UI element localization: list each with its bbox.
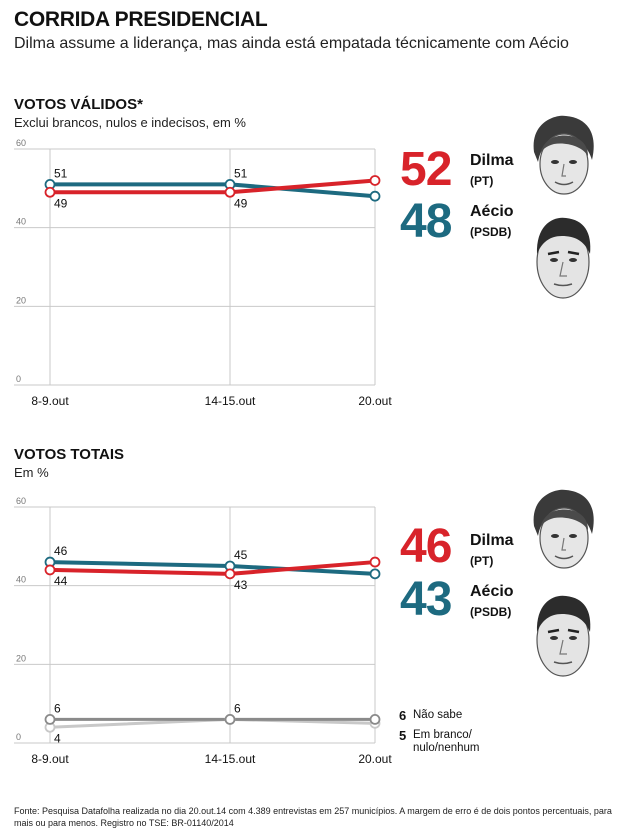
data-label-aecio: 45 (234, 548, 248, 562)
dilma-portrait-icon (533, 115, 594, 195)
chart1-aecio-value: 48 (400, 195, 452, 248)
y-tick-label: 20 (16, 653, 26, 663)
chart1-subtitle: Exclui brancos, nulos e indecisos, em % (14, 115, 246, 130)
chart1-dilma-party: (PT) (470, 174, 494, 188)
minor-branco-value: 5 (399, 728, 407, 743)
chart1-dilma-name: Dilma (470, 152, 514, 169)
y-tick-label: 40 (16, 575, 26, 585)
data-label-aecio: 51 (54, 166, 68, 180)
aecio-portrait-icon-2 (536, 595, 591, 677)
point-nao_sabe (369, 714, 381, 725)
x-tick-label: 8-9.out (31, 752, 69, 766)
chart2-aecio-name: Aécio (470, 583, 514, 600)
y-tick-label: 40 (16, 217, 26, 227)
chart1-dilma-value: 52 (400, 143, 452, 196)
data-label-dilma: 44 (54, 574, 68, 588)
chart1-aecio-party: (PSDB) (470, 225, 512, 239)
data-label-aecio: 46 (54, 544, 68, 558)
minor-nao-sabe-value: 6 (399, 708, 407, 723)
y-tick-label: 0 (16, 374, 21, 384)
data-label-nao_sabe: 6 (54, 701, 61, 715)
aecio-portrait-icon (536, 217, 591, 299)
x-tick-label: 20.out (358, 394, 392, 408)
dilma-portrait-icon-2 (533, 489, 594, 569)
page-title: CORRIDA PRESIDENCIAL (14, 8, 268, 31)
data-label-branco: 4 (54, 731, 61, 745)
y-tick-label: 0 (16, 732, 21, 742)
data-label-nao_sabe: 6 (234, 701, 241, 715)
point-dilma (44, 564, 56, 576)
y-tick-label: 20 (16, 295, 26, 305)
point-dilma (369, 175, 381, 186)
chart1-title: VOTOS VÁLIDOS* (14, 96, 143, 113)
x-tick-label: 14-15.out (205, 752, 256, 766)
chart2-subtitle: Em % (14, 465, 49, 480)
point-dilma (369, 556, 381, 568)
data-label-dilma: 43 (234, 578, 248, 592)
minor-branco-label: Em branco/ nulo/nenhum (413, 729, 480, 754)
chart-votos-totais: 0 20 40 60 8-9.out 14-15.out 20.out 44 43 46 45 6 6 4 (14, 496, 392, 766)
point-nao_sabe (224, 714, 236, 725)
source-note: Fonte: Pesquisa Datafolha realizada no d… (14, 806, 612, 828)
chart2-aecio-value: 43 (400, 573, 452, 626)
data-label-aecio: 51 (234, 166, 248, 180)
chart1-aecio-name: Aécio (470, 203, 514, 220)
chart2-aecio-party: (PSDB) (470, 605, 512, 619)
point-dilma (224, 186, 236, 198)
y-tick-label: 60 (16, 138, 26, 148)
data-label-dilma: 49 (234, 196, 248, 210)
chart2-title: VOTOS TOTAIS (14, 446, 125, 463)
chart-votos-validos: 0 20 40 60 8-9.out 14-15.out 20.out 49 49 51 51 (14, 138, 392, 408)
chart2-dilma-name: Dilma (470, 532, 514, 549)
chart2-dilma-value: 46 (400, 520, 452, 573)
point-aecio (369, 190, 381, 202)
x-tick-label: 14-15.out (205, 394, 256, 408)
x-tick-label: 8-9.out (31, 394, 69, 408)
point-nao_sabe (44, 714, 56, 725)
page-subtitle: Dilma assume a liderança, mas ainda está… (14, 35, 569, 52)
y-tick-label: 60 (16, 496, 26, 506)
point-dilma (224, 568, 236, 580)
minor-nao-sabe-label: Não sabe (413, 709, 463, 721)
x-tick-label: 20.out (358, 752, 392, 766)
data-label-dilma: 49 (54, 196, 68, 210)
point-aecio (369, 568, 381, 580)
point-dilma (44, 186, 56, 198)
chart2-dilma-party: (PT) (470, 554, 494, 568)
